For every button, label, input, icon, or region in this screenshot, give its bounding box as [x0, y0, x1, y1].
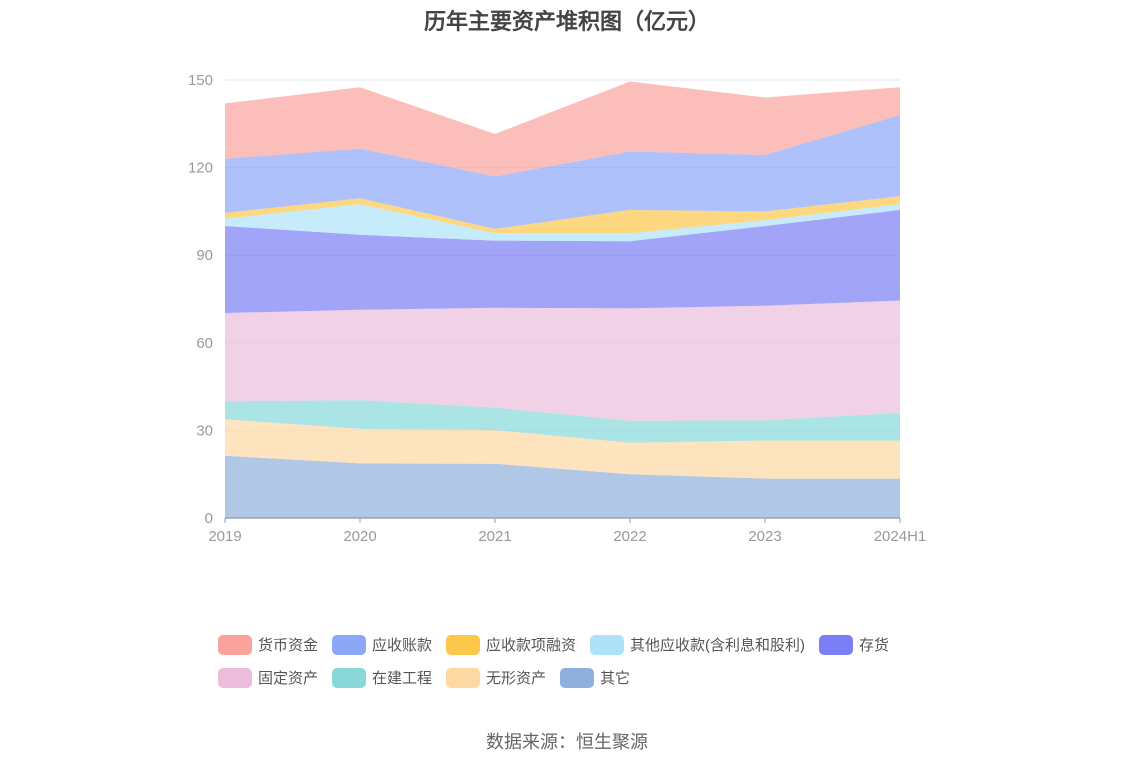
legend-label: 在建工程: [372, 670, 433, 687]
data-source: 数据来源：恒生聚源: [486, 732, 648, 752]
x-tick-label: 2021: [478, 528, 511, 545]
legend-swatch: [446, 634, 481, 655]
x-tick-label: 2020: [343, 528, 376, 545]
legend-item[interactable]: 应收账款: [332, 634, 432, 655]
legend-item[interactable]: 存货: [819, 634, 889, 655]
legend-label: 应收款项融资: [486, 637, 577, 654]
x-tick-label: 2023: [748, 528, 781, 545]
y-tick-label: 150: [188, 72, 213, 89]
legend-item[interactable]: 在建工程: [332, 667, 432, 688]
y-tick-label: 60: [196, 335, 213, 352]
area-layer: [225, 81, 900, 518]
y-tick-label: 90: [196, 247, 213, 264]
legend-label: 货币资金: [258, 637, 319, 654]
series-area-2: [225, 400, 900, 443]
legend-item[interactable]: 其他应收款(含利息和股利): [590, 634, 805, 655]
legend-row: 固定资产 在建工程 无形资产 其它: [218, 661, 978, 694]
x-tick-label: 2019: [208, 528, 241, 545]
legend-row: 货币资金 应收账款 应收款项融资 其他应收款(含利息和股利) 存货: [218, 628, 978, 661]
legend-swatch: [332, 634, 367, 655]
legend-swatch: [590, 634, 625, 655]
legend-swatch: [560, 667, 595, 688]
y-tick-label: 120: [188, 160, 213, 177]
legend-label: 其它: [600, 670, 631, 687]
series-area-1: [225, 419, 900, 479]
legend-swatch: [218, 667, 252, 688]
legend-item[interactable]: 应收款项融资: [446, 634, 576, 655]
legend-swatch: [819, 634, 854, 655]
legend-label: 其他应收款(含利息和股利): [630, 637, 806, 654]
stacked-area-chart: 0 30 60 90 120 150 2019 2020 2021 2022 2023 2024H1: [188, 72, 926, 545]
legend: 货币资金 应收账款 应收款项融资 其他应收款(含利息和股利) 存货 固定资产 在建工程 无形…: [218, 628, 978, 694]
legend-item[interactable]: 无形资产: [446, 667, 546, 688]
legend-label: 固定资产: [258, 670, 319, 687]
legend-item[interactable]: 货币资金: [218, 634, 318, 655]
legend-label: 存货: [859, 637, 890, 654]
series-area-8: [225, 81, 900, 177]
x-tick-label: 2024H1: [874, 528, 927, 545]
legend-swatch: [332, 667, 367, 688]
x-tick-label: 2022: [613, 528, 646, 545]
series-area-6: [225, 196, 900, 234]
legend-swatch: [446, 667, 481, 688]
series-area-3: [225, 300, 900, 421]
legend-label: 无形资产: [486, 670, 547, 687]
legend-swatch: [218, 634, 252, 655]
series-area-4: [225, 209, 900, 313]
series-area-7: [225, 115, 900, 229]
legend-label: 应收账款: [372, 637, 433, 654]
chart-title: 历年主要资产堆积图（亿元）: [423, 9, 710, 34]
legend-item[interactable]: 固定资产: [218, 667, 318, 688]
y-tick-label: 30: [196, 422, 213, 439]
series-area-5: [225, 204, 900, 242]
y-tick-label: 0: [205, 510, 213, 527]
legend-item[interactable]: 其它: [560, 667, 630, 688]
series-area-0: [225, 455, 900, 518]
axis-layer: 0 30 60 90 120 150 2019 2020 2021 2022 2023 2024H1: [188, 72, 926, 545]
